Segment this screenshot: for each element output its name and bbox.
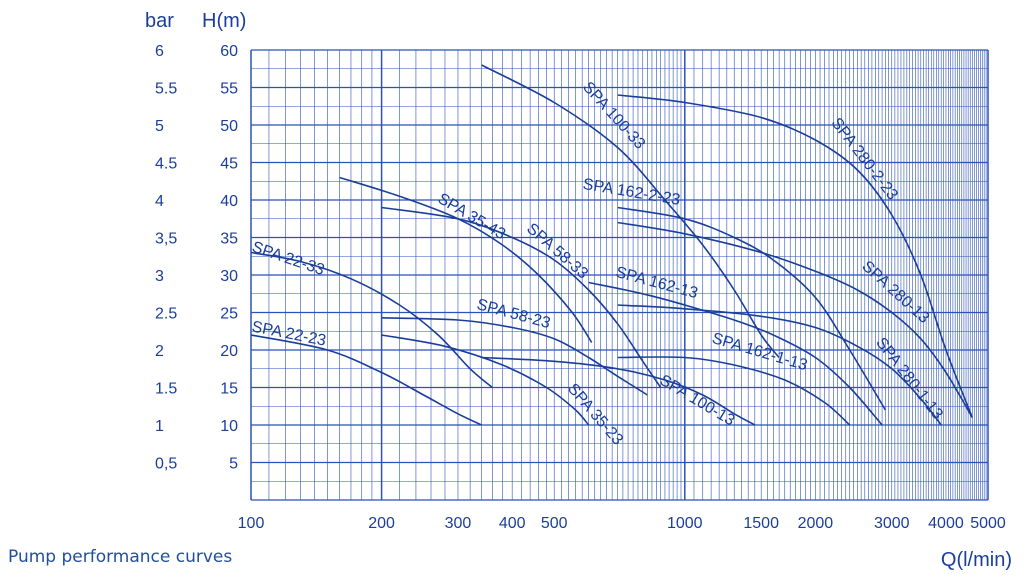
bar-tick-label: 5	[155, 118, 164, 135]
bar-tick-label: 1	[155, 418, 164, 435]
curve-spa-35-23	[381, 334, 590, 426]
curve-spa-22-23	[250, 334, 482, 426]
curve-label-spa-58-33: SPA 58-33	[523, 220, 591, 282]
x-tick-label: 3000	[874, 515, 910, 532]
x-tick-label: 1000	[667, 515, 703, 532]
y-tick-label: 50	[220, 118, 238, 135]
y-tick-label: 5	[229, 456, 238, 473]
bar-tick-label: 4.5	[155, 156, 177, 173]
curve-label-spa-280-1-13: SPA 280-1-13	[872, 335, 946, 423]
y-tick-label: 45	[220, 156, 238, 173]
curve-spa-22-33	[250, 251, 493, 389]
curve-spa-162-1-13	[617, 356, 851, 426]
x-tick-label: 200	[368, 515, 395, 532]
figure-caption: Pump performance curves	[8, 547, 233, 567]
bar-tick-label: 6	[155, 43, 164, 60]
bar-axis-title: bar	[145, 10, 174, 32]
x-tick-label: 4000	[928, 515, 964, 532]
performance-curves	[250, 64, 974, 426]
curve-spa-280-2-23	[617, 94, 974, 418]
y-tick-label: 60	[220, 43, 238, 60]
curve-spa-280-1-13	[617, 304, 942, 426]
x-tick-label: 1500	[743, 515, 779, 532]
bar-tick-label: 3	[155, 268, 164, 285]
curve-label-spa-280-13: SPA 280-13	[858, 258, 932, 327]
bar-tick-label: 5.5	[155, 81, 177, 98]
bar-tick-label: 1.5	[155, 381, 177, 398]
curve-label-spa-100-13: SPA 100-13	[657, 372, 738, 430]
bar-tick-label: 2.5	[155, 306, 177, 323]
x-axis-tick-labels: 100 200 300 400 500 1000 1500 2000 3000 4000 5000	[238, 515, 1006, 532]
y-tick-label: 15	[220, 381, 238, 398]
curve-spa-162-13	[588, 281, 883, 426]
y-tick-label: 25	[220, 306, 238, 323]
curve-label-spa-162-1-13: SPA 162-1-13	[710, 330, 809, 374]
bar-tick-label: 0,5	[155, 456, 177, 473]
x-tick-label: 300	[445, 515, 472, 532]
x-tick-label: 400	[499, 515, 526, 532]
y-axis-title: H(m)	[202, 10, 246, 32]
x-tick-label: 5000	[970, 515, 1006, 532]
y-tick-label: 35	[220, 231, 238, 248]
curve-spa-100-13	[481, 356, 756, 426]
y-tick-label: 20	[220, 343, 238, 360]
bar-tick-label: 4	[155, 193, 164, 210]
x-tick-label: 2000	[798, 515, 834, 532]
y-axis-tick-labels: 5 10 15 20 25 30 35 40 45 50 55 60	[220, 43, 238, 473]
curve-label-spa-22-33: SPA 22-33	[250, 239, 327, 279]
curve-spa-280-13	[617, 221, 973, 418]
curve-label-spa-58-23: SPA 58-23	[475, 296, 552, 332]
curve-spa-35-43	[339, 176, 593, 343]
bar-axis-tick-labels: 0,5 1 1.5 2 2.5 3 3,5 4 4.5 5 5.5 6	[155, 43, 177, 473]
y-tick-label: 10	[220, 418, 238, 435]
x-axis-title: Q(l/min)	[941, 549, 1012, 571]
bar-tick-label: 2	[155, 343, 164, 360]
curve-label-spa-22-23: SPA 22-23	[250, 318, 327, 349]
bar-tick-label: 3,5	[155, 231, 177, 248]
curve-spa-58-23	[381, 317, 648, 396]
x-tick-label: 100	[238, 515, 265, 532]
x-tick-label: 500	[541, 515, 568, 532]
curve-label-spa-280-2-23: SPA 280-2-23	[828, 115, 901, 204]
curve-spa-162-2-23	[617, 206, 887, 411]
y-tick-label: 55	[220, 81, 238, 98]
curve-label-spa-162-2-23: SPA 162-2-23	[582, 176, 682, 209]
y-tick-label: 40	[220, 193, 238, 210]
curve-label-spa-35-23: SPA 35-23	[564, 380, 626, 448]
y-tick-label: 30	[220, 268, 238, 285]
